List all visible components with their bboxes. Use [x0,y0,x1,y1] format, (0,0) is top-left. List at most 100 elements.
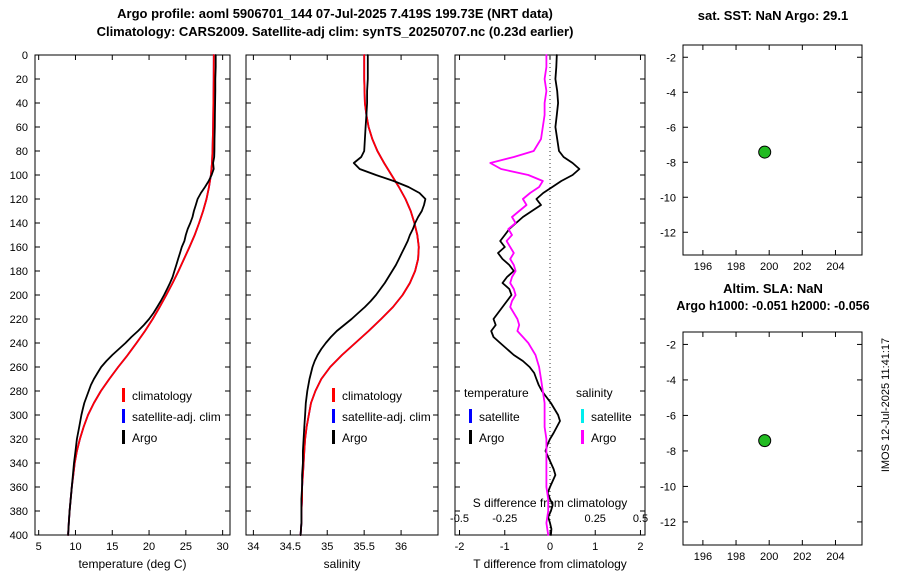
x-tick-label: 196 [694,261,712,273]
s-axis-tick-label: 0.5 [633,513,648,525]
y-tick-label: 140 [10,218,28,230]
legend-swatch [581,409,584,423]
y-tick-label: 400 [10,530,28,542]
x-tick-label: -1 [500,541,510,553]
y-tick-label: 380 [10,506,28,518]
s-axis-tick-label: -0.5 [450,513,469,525]
x-tick-label: 25 [180,541,192,553]
y-tick-label: 360 [10,482,28,494]
y-tick-label: 280 [10,386,28,398]
x-tick-label: 20 [143,541,155,553]
x-tick-label: 196 [694,551,712,563]
y-tick-label: 0 [22,50,28,62]
salinity-panel-frame [245,54,439,536]
y-tick-label: -4 [666,87,676,99]
salinity-panel-xlabel: salinity [324,557,361,571]
y-tick-label: -2 [666,52,676,64]
x-tick-label: 15 [106,541,118,553]
float-position-marker [758,434,772,448]
y-tick-label: -4 [666,375,676,387]
x-tick-label: 10 [69,541,81,553]
y-tick-label: -12 [660,227,676,239]
s-axis-tick-label: -0.25 [492,513,517,525]
temperature-panel-frame [34,54,231,536]
climatology-T-curve [67,54,215,536]
legend-group-title: temperature [464,386,529,400]
legend-label: satellite-adj. clim [132,410,221,424]
legend-label: satellite-adj. clim [342,410,431,424]
s-axis-tick-label: 0.25 [585,513,606,525]
figure-title-line2: Climatology: CARS2009. Satellite-adj cli… [96,24,574,39]
y-tick-label: -8 [666,446,676,458]
x-tick-label: 0 [547,541,553,553]
temperature-panel-xlabel: temperature (deg C) [78,557,186,571]
y-tick-label: -10 [660,192,676,204]
y-tick-label: 60 [16,122,28,134]
legend-swatch [122,388,125,402]
x-tick-label: 202 [793,261,811,273]
y-tick-label: -2 [666,339,676,351]
y-tick-label: -10 [660,481,676,493]
sla-map-frame [682,331,863,546]
S-difference-argo-curve [489,54,550,536]
legend-swatch [581,430,584,444]
y-tick-label: 40 [16,98,28,110]
sst-map-title: sat. SST: NaN Argo: 29.1 [697,8,849,23]
legend-label: climatology [132,389,192,403]
x-tick-label: 36 [395,541,407,553]
legend-swatch [469,430,472,444]
legend-label: climatology [342,389,402,403]
satellite-adj-clim-T-curve [67,54,215,536]
x-tick-label: 1 [592,541,598,553]
x-tick-label: -2 [455,541,465,553]
x-tick-label: 35.5 [353,541,374,553]
y-tick-label: -8 [666,157,676,169]
legend-swatch [122,430,125,444]
y-tick-label: 220 [10,314,28,326]
legend-swatch [332,430,335,444]
y-tick-label: -12 [660,517,676,529]
x-tick-label: 34.5 [280,541,301,553]
y-tick-label: 180 [10,266,28,278]
legend-label: satellite [591,410,632,424]
y-tick-label: 320 [10,434,28,446]
legend-label: Argo [479,431,505,445]
y-tick-label: 160 [10,242,28,254]
x-tick-label: 204 [826,261,844,273]
legend-swatch [122,409,125,423]
legend-label: satellite [479,410,520,424]
x-tick-label: 34 [247,541,259,553]
legend-group-title: salinity [576,386,613,400]
argo-S-curve [299,54,427,536]
legend-swatch [332,388,335,402]
x-tick-label: 2 [637,541,643,553]
imos-timestamp: IMOS 12-Jul-2025 11:41:17 [880,338,892,472]
float-position-marker [758,145,772,159]
legend-label: Argo [591,431,617,445]
legend-label: Argo [342,431,368,445]
x-tick-label: 198 [727,551,745,563]
sla-map-title-line2: Argo h1000: -0.051 h2000: -0.056 [676,299,870,313]
y-tick-label: 80 [16,146,28,158]
x-tick-label: 30 [217,541,229,553]
y-tick-label: 340 [10,458,28,470]
satellite-adj-clim-S-curve [299,54,420,536]
y-tick-label: 100 [10,170,28,182]
T-difference-argo-curve [490,54,581,536]
y-tick-label: 240 [10,338,28,350]
argo-T-curve [67,54,217,536]
figure-title-line1: Argo profile: aoml 5906701_144 07-Jul-20… [117,6,553,21]
x-tick-label: 35 [321,541,333,553]
x-tick-label: 204 [826,551,844,563]
x-tick-label: 198 [727,261,745,273]
legend-swatch [332,409,335,423]
x-tick-label: 202 [793,551,811,563]
y-tick-label: -6 [666,122,676,134]
sst-map-frame [682,44,863,256]
sla-map-title-line1: Altim. SLA: NaN [723,281,823,296]
y-tick-label: 300 [10,410,28,422]
s-axis-label: S difference from climatology [473,496,628,510]
y-tick-label: 260 [10,362,28,374]
